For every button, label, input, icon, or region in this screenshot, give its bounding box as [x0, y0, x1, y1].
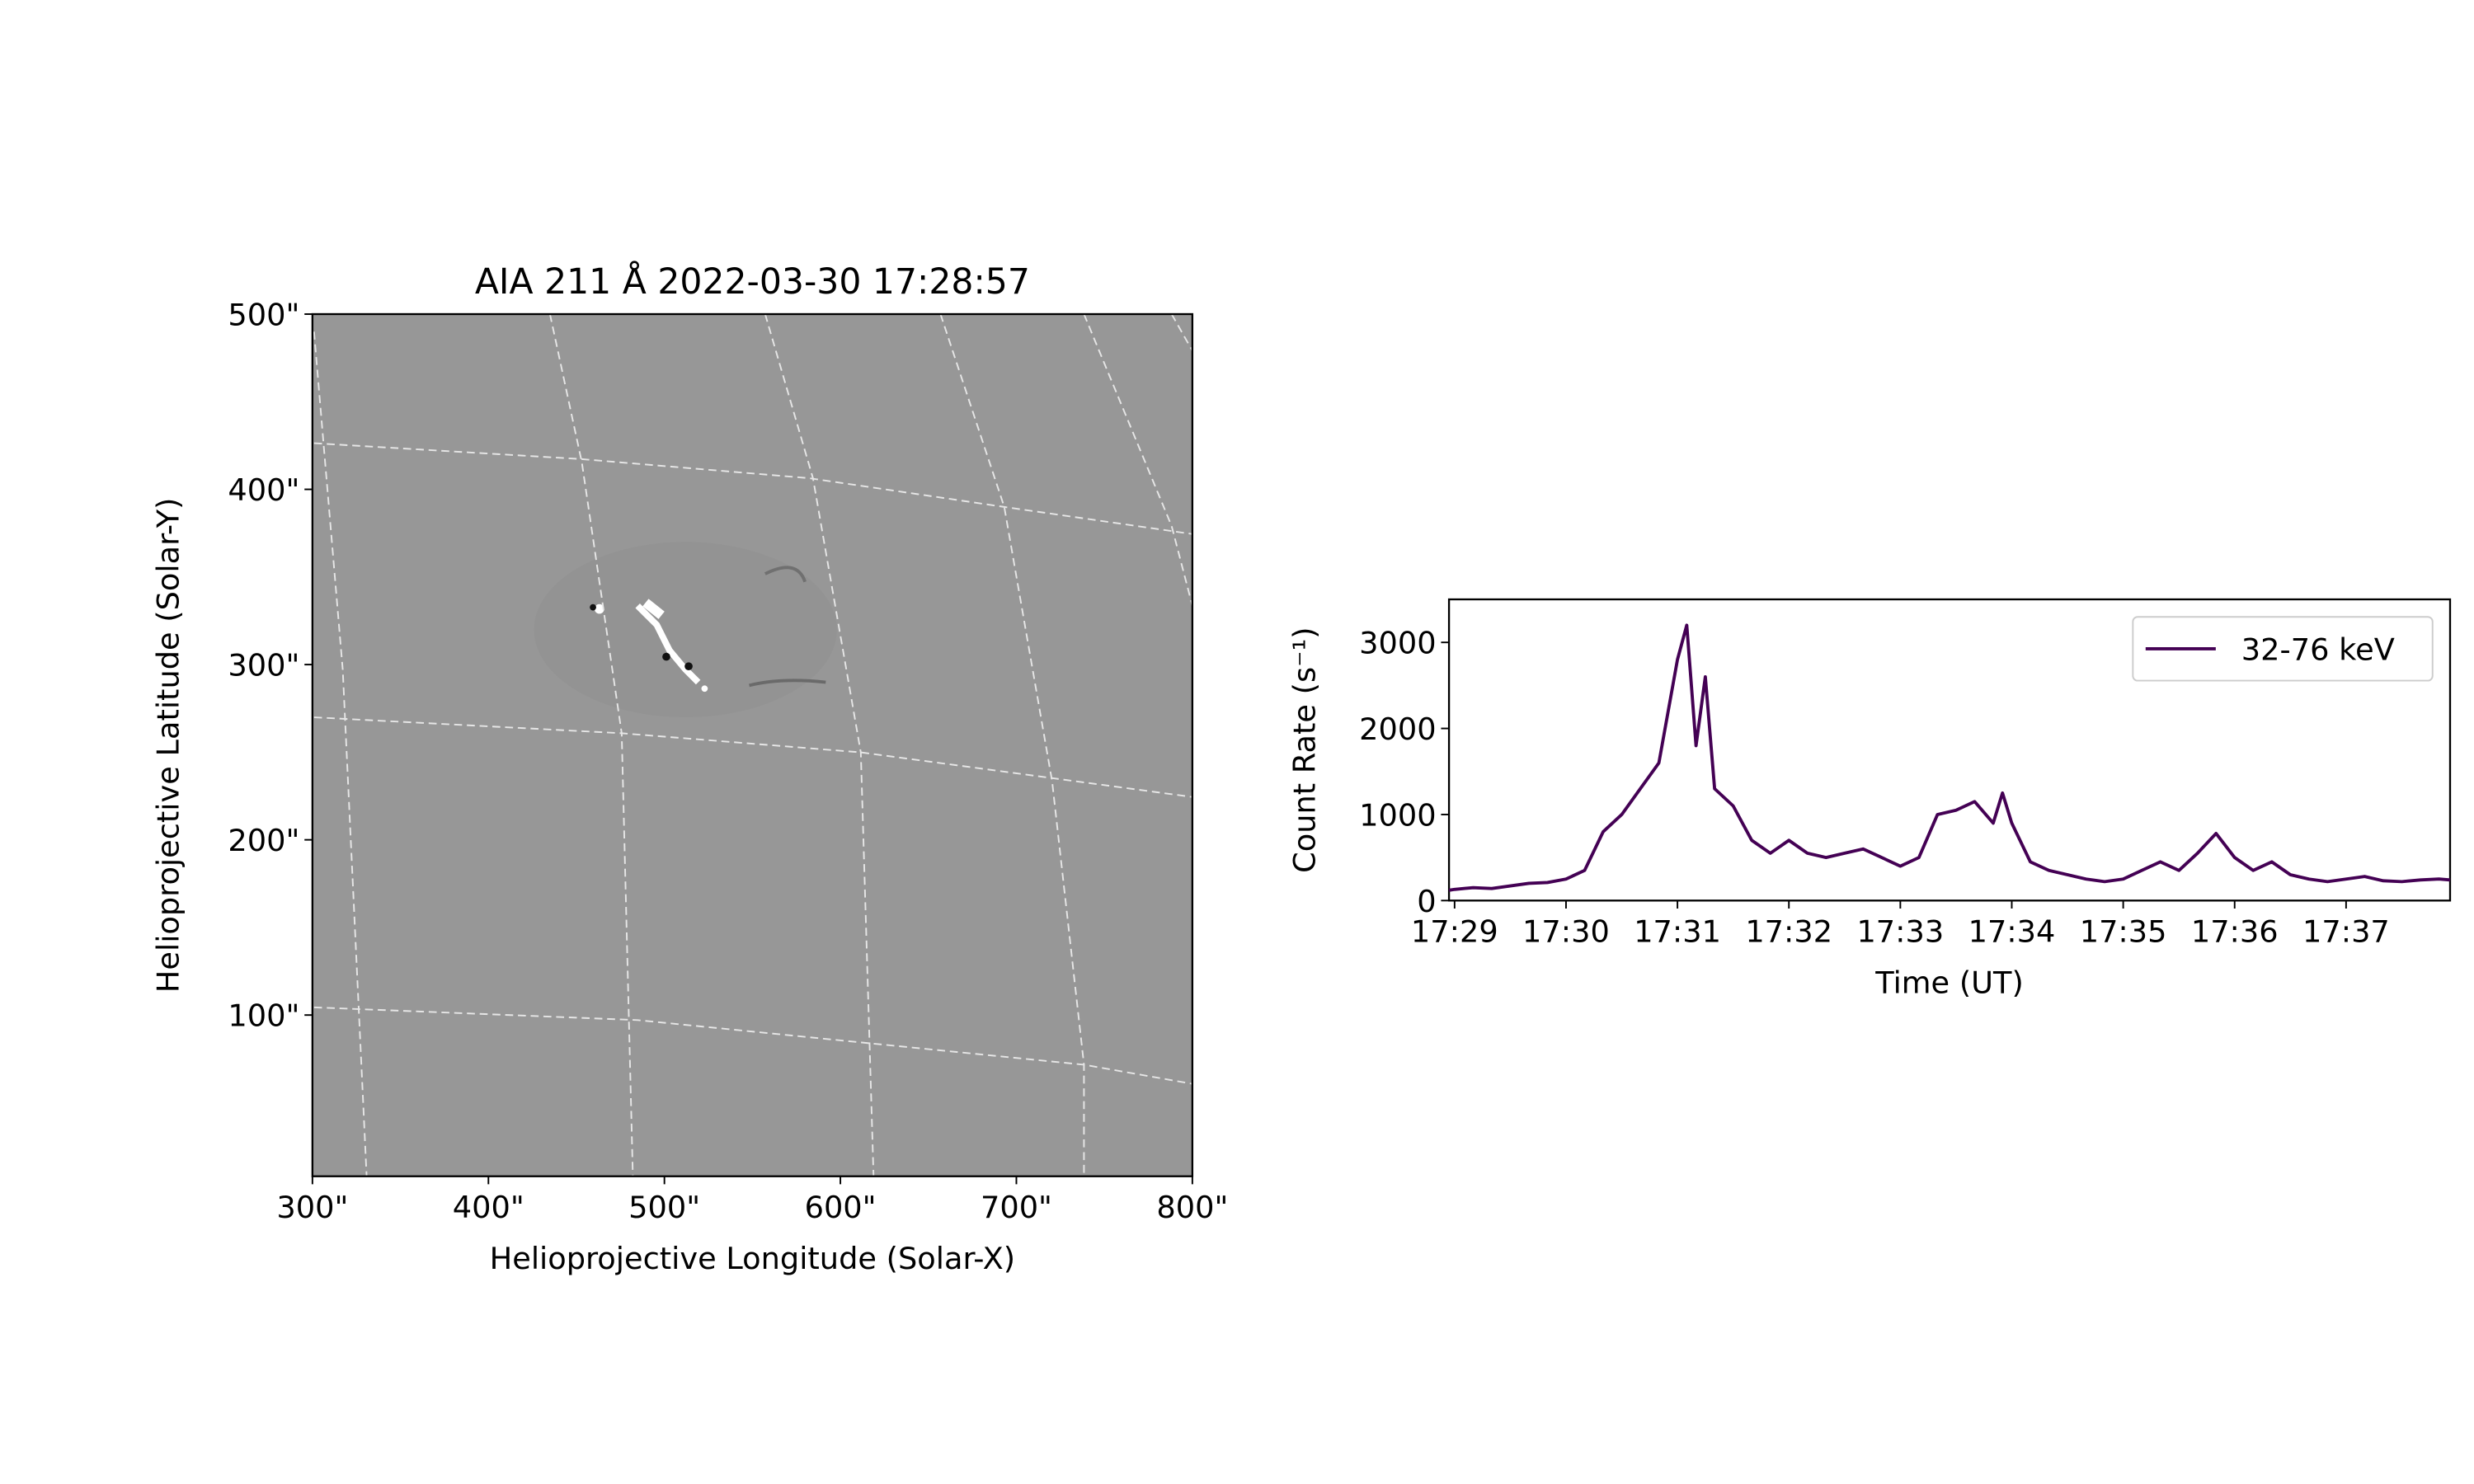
- y-tick-label: 300": [228, 648, 299, 683]
- x-tick-label: 17:37: [2302, 914, 2390, 950]
- x-tick-label: 400": [453, 1190, 524, 1225]
- y-tick-label: 0: [1417, 884, 1436, 919]
- loop: [764, 566, 807, 583]
- x-axis-label: Time (UT): [1874, 965, 2024, 1000]
- flare-ribbon: [635, 603, 701, 685]
- active-region: [534, 542, 837, 718]
- axes-frame: [1447, 598, 2452, 902]
- x-tick-label: 800": [1156, 1190, 1228, 1225]
- y-tick-label: 200": [228, 823, 299, 858]
- flare-kernel: [662, 652, 670, 661]
- y-axis-label: Helioprojective Latitude (Solar-Y): [150, 498, 186, 993]
- y-tick-label: 400": [228, 472, 299, 508]
- x-tick-label: 600": [805, 1190, 877, 1225]
- solar-image: [312, 313, 1193, 1176]
- x-tick-label: 700": [981, 1190, 1052, 1225]
- axes-frame: [311, 312, 1194, 1177]
- x-tick-label: 500": [628, 1190, 700, 1225]
- x-tick-label: 17:30: [1522, 914, 1610, 950]
- x-tick-label: 17:29: [1411, 914, 1498, 950]
- y-axis-label: Count Rate (s⁻¹): [1287, 627, 1323, 872]
- y-tick-label: 100": [228, 998, 299, 1034]
- y-tick-label: 500": [228, 298, 299, 333]
- flare-kernel: [595, 603, 604, 614]
- x-tick-label: 17:35: [2080, 914, 2167, 950]
- legend-label: 32-76 keV: [2241, 632, 2395, 667]
- chart-title: AIA 211 Å 2022-03-30 17:28:57: [475, 261, 1030, 303]
- x-tick-label: 17:33: [1856, 914, 1944, 950]
- y-tick-label: 3000: [1359, 626, 1436, 661]
- legend: 32-76 keV: [2132, 616, 2434, 682]
- x-tick-label: 17:31: [1634, 914, 1721, 950]
- flare-ribbon: [642, 599, 665, 619]
- flare-kernel: [590, 603, 596, 611]
- coordinate-grid: [313, 313, 1193, 1176]
- x-axis-label: Helioprojective Longitude (Solar-X): [490, 1241, 1015, 1276]
- x-tick-label: 17:32: [1745, 914, 1832, 950]
- flare-kernel: [684, 662, 693, 671]
- y-tick-label: 2000: [1359, 711, 1436, 747]
- flare-kernel: [701, 685, 708, 693]
- x-tick-label: 17:34: [1968, 914, 2056, 950]
- loop: [749, 679, 826, 688]
- x-tick-label: 300": [276, 1190, 348, 1225]
- image-background: [312, 313, 1192, 1176]
- data-line: [1448, 623, 2451, 892]
- y-tick-label: 1000: [1359, 797, 1436, 833]
- legend-frame: [2132, 616, 2434, 682]
- x-tick-label: 17:36: [2191, 914, 2279, 950]
